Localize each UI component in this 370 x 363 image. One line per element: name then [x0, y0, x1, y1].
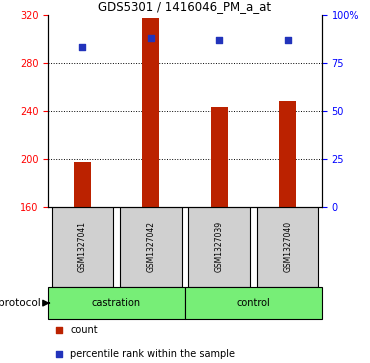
Bar [142, 18, 159, 207]
Point [56, 327, 62, 333]
Bar [279, 101, 296, 207]
Point [216, 37, 222, 42]
Text: GSM1327041: GSM1327041 [78, 221, 87, 272]
Text: GSM1327039: GSM1327039 [215, 221, 224, 272]
Point [56, 351, 62, 357]
Point [285, 37, 291, 42]
Bar [188, 207, 250, 287]
Bar [211, 107, 228, 207]
Point [79, 44, 85, 50]
Bar [51, 207, 113, 287]
Point [148, 35, 154, 41]
Bar [48, 287, 185, 319]
Text: GSM1327040: GSM1327040 [283, 221, 292, 272]
Bar [257, 207, 319, 287]
Text: castration: castration [92, 298, 141, 308]
Text: GSM1327042: GSM1327042 [146, 221, 155, 272]
Text: percentile rank within the sample: percentile rank within the sample [70, 349, 235, 359]
Bar [185, 287, 322, 319]
Bar [120, 207, 182, 287]
Bar [74, 162, 91, 207]
Title: GDS5301 / 1416046_PM_a_at: GDS5301 / 1416046_PM_a_at [98, 0, 272, 13]
Text: count: count [70, 325, 98, 335]
Text: control: control [236, 298, 270, 308]
Text: protocol: protocol [0, 298, 41, 308]
